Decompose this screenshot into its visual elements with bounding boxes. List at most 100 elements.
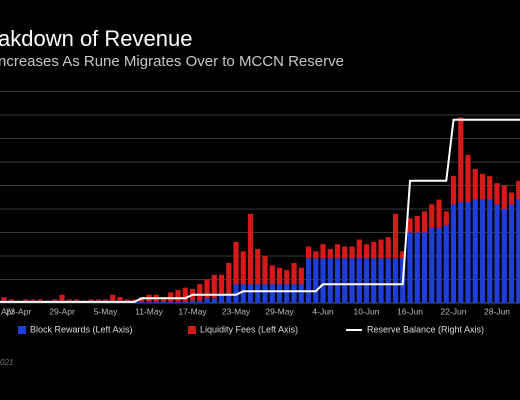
- bar-segment: [291, 284, 297, 303]
- bar-segment: [334, 258, 341, 303]
- bar-segment: [494, 183, 500, 205]
- bar-segment: [255, 248, 261, 285]
- bar-segment: [334, 244, 341, 259]
- bar-segment: [516, 199, 520, 303]
- bar-segment: [378, 239, 384, 259]
- x-tick-label: 10-Jun: [354, 306, 380, 316]
- bar-segment: [1, 297, 7, 302]
- bar-segment: [313, 258, 319, 303]
- bar-segment: [494, 204, 500, 303]
- bar-segment: [501, 185, 507, 209]
- bar-segment: [284, 270, 290, 285]
- bar-segment: [291, 263, 297, 285]
- bar-segment: [508, 204, 515, 303]
- bar-segment: [342, 246, 348, 259]
- bar-segment: [421, 232, 428, 303]
- bar-segment: [472, 169, 478, 200]
- bar-segment: [385, 237, 391, 259]
- bar-segment: [349, 258, 355, 303]
- bar-segment: [479, 173, 486, 200]
- x-tick-label: 29-Apr: [49, 306, 75, 316]
- chart-subtitle: ncreases As Rune Migrates Over to MCCN R…: [0, 53, 344, 70]
- bar-segment: [342, 258, 348, 303]
- bar-segment: [95, 299, 101, 302]
- bar-segment: [23, 299, 29, 302]
- bar-segment: [269, 284, 275, 303]
- bar-segment: [233, 284, 239, 303]
- bar-segment: [320, 258, 326, 303]
- bar-segment: [211, 298, 217, 303]
- source: 021: [0, 358, 13, 367]
- bar-segment: [378, 258, 384, 303]
- bar-segment: [487, 176, 493, 200]
- bar-segment: [175, 301, 181, 303]
- legend-label: Reserve Balance (Right Axis): [367, 324, 484, 334]
- bar-segment: [160, 297, 167, 302]
- bar-segment: [284, 284, 290, 303]
- x-tick-label: 23-May: [222, 306, 251, 316]
- bar-segment: [269, 265, 275, 285]
- bar-segment: [327, 258, 333, 303]
- bar-segment: [73, 299, 80, 302]
- bar-segment: [371, 258, 377, 303]
- bar-segment: [189, 300, 196, 303]
- bar-segment: [240, 251, 246, 285]
- bar-segment: [392, 258, 399, 303]
- bar-segment: [356, 239, 362, 259]
- bar-segment: [247, 213, 254, 285]
- x-tick-label: 5-May: [94, 306, 118, 316]
- bar-segment: [356, 258, 362, 303]
- bar-segment: [436, 227, 442, 303]
- bar-segment: [407, 218, 413, 233]
- bar-segment: [168, 292, 174, 302]
- x-tick-label: 17-May: [178, 306, 207, 316]
- bar-segment: [255, 284, 261, 303]
- bar-segment: [240, 284, 246, 303]
- bar-segment: [262, 284, 268, 303]
- bar-segment: [131, 299, 138, 302]
- bar-segment: [508, 192, 515, 205]
- bar-segment: [117, 297, 123, 302]
- bar-segment: [102, 299, 109, 302]
- bar-segment: [443, 225, 449, 303]
- bar-segment: [247, 284, 254, 303]
- bar-segment: [392, 213, 399, 259]
- x-tick-label: 11-May: [135, 306, 163, 316]
- bar-segment: [479, 199, 486, 303]
- bar-segment: [465, 201, 471, 303]
- bar-segment: [407, 232, 413, 303]
- bar-segment: [429, 227, 435, 303]
- bar-segment: [182, 301, 188, 303]
- bar-segment: [218, 295, 225, 303]
- bar-segment: [153, 301, 159, 303]
- bar-segment: [175, 290, 181, 302]
- bar-segment: [37, 299, 43, 302]
- bar-segment: [204, 298, 210, 303]
- bar-segment: [450, 204, 457, 303]
- bar-segment: [465, 154, 471, 202]
- bar-segment: [298, 284, 304, 303]
- bar-segment: [305, 258, 312, 303]
- bar-segment: [262, 256, 268, 285]
- bar-segment: [52, 299, 58, 302]
- x-tick-label: Apr: [1, 306, 14, 316]
- bar-segment: [363, 258, 370, 303]
- bar-segment: [501, 209, 507, 303]
- bar-segment: [414, 216, 420, 233]
- bar-segment: [327, 248, 333, 259]
- bar-segment: [436, 199, 442, 228]
- x-tick-label: 28-Jun: [484, 306, 510, 316]
- bar-segment: [59, 294, 65, 302]
- bar-segment: [298, 267, 304, 285]
- bar-segment: [371, 241, 377, 259]
- bar-segment: [363, 244, 370, 259]
- bar-segment: [429, 204, 435, 228]
- x-tick-label: 16-Jun: [397, 306, 423, 316]
- bar-segment: [168, 301, 174, 303]
- bar-segment: [197, 300, 203, 303]
- bar-segment: [218, 274, 225, 296]
- bar-segment: [276, 267, 283, 285]
